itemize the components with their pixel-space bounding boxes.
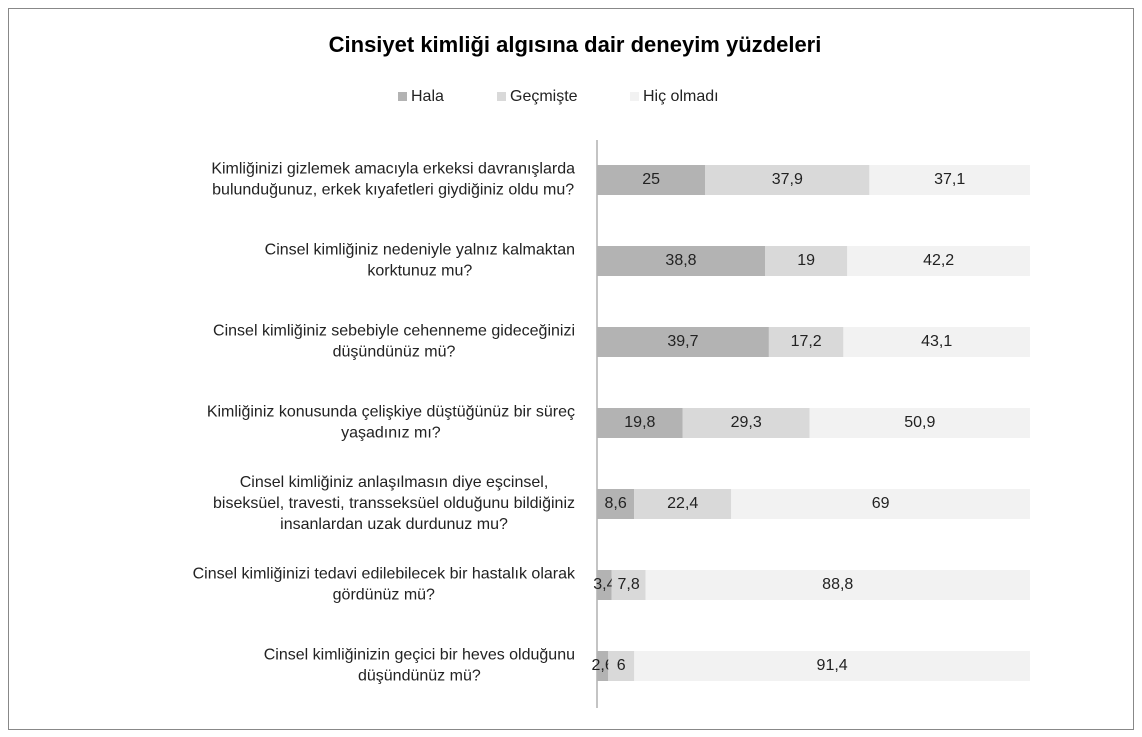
- value-label: 39,7: [667, 333, 698, 350]
- category-label: yaşadınız mı?: [341, 425, 441, 442]
- bar-segment: [634, 489, 732, 519]
- bar-segment: [682, 408, 810, 438]
- bar-segment: [768, 327, 844, 357]
- value-label: 91,4: [817, 657, 848, 674]
- bar-segment: [597, 570, 612, 600]
- bar-segment: [847, 246, 1030, 276]
- bar-segment: [608, 651, 635, 681]
- value-label: 7,8: [617, 576, 639, 593]
- value-label: 50,9: [904, 414, 935, 431]
- bar-segment: [731, 489, 1030, 519]
- category-label: Cinsel kimliğiniz nedeniyle yalnız kalma…: [265, 242, 575, 259]
- bar-segment: [809, 408, 1030, 438]
- category-label: düşündünüz mü?: [358, 668, 481, 685]
- bar-segment: [611, 570, 646, 600]
- value-label: 6: [617, 657, 626, 674]
- value-label: 19: [797, 252, 815, 269]
- bar-segment: [705, 165, 870, 195]
- bar-segment: [597, 246, 766, 276]
- category-label: biseksüel, travesti, transseksüel olduğu…: [213, 495, 575, 512]
- value-label: 22,4: [667, 495, 698, 512]
- legend-label: Geçmişte: [510, 88, 578, 105]
- category-label: Cinsel kimliğinizi tedavi edilebilecek b…: [193, 566, 576, 583]
- bar-segment: [765, 246, 848, 276]
- value-label: 25: [642, 171, 660, 188]
- bar-segment: [597, 327, 769, 357]
- bar-segment: [597, 489, 635, 519]
- legend-label: Hala: [411, 88, 444, 105]
- value-label: 17,2: [791, 333, 822, 350]
- category-label: insanlardan uzak durdunuz mu?: [280, 516, 508, 533]
- category-label: Cinsel kimliğiniz anlaşılmasın diye eşci…: [240, 474, 549, 491]
- value-label: 88,8: [822, 576, 853, 593]
- category-label: Kimliğinizi gizlemek amacıyla erkeksi da…: [211, 161, 575, 178]
- category-label: bulunduğunuz, erkek kıyafetleri giydiğin…: [212, 182, 574, 199]
- category-label: Kimliğiniz konusunda çelişkiye düştüğünü…: [207, 404, 575, 421]
- bar-segment: [597, 651, 609, 681]
- legend-swatch: [398, 92, 407, 101]
- value-label: 37,9: [772, 171, 803, 188]
- value-label: 8,6: [604, 495, 626, 512]
- category-label: gördünüz mü?: [333, 587, 435, 604]
- value-label: 38,8: [665, 252, 696, 269]
- bar-segment: [645, 570, 1030, 600]
- value-label: 42,2: [923, 252, 954, 269]
- chart-frame: [8, 8, 1134, 730]
- value-label: 43,1: [921, 333, 952, 350]
- value-label: 69: [872, 495, 890, 512]
- value-label: 37,1: [934, 171, 965, 188]
- bar-segment: [597, 408, 683, 438]
- category-label: düşündünüz mü?: [333, 344, 456, 361]
- legend-label: Hiç olmadı: [643, 88, 719, 105]
- legend-swatch: [497, 92, 506, 101]
- bar-segment: [634, 651, 1030, 681]
- value-label: 19,8: [624, 414, 655, 431]
- category-label: Cinsel kimliğiniz sebebiyle cehenneme gi…: [213, 323, 575, 340]
- category-label: Cinsel kimliğinizin geçici bir heves old…: [264, 647, 575, 664]
- value-label: 3,4: [593, 576, 615, 593]
- bar-segment: [843, 327, 1030, 357]
- chart-title: Cinsiyet kimliği algısına dair deneyim y…: [329, 32, 822, 57]
- category-label: korktunuz mu?: [367, 263, 472, 280]
- bar-segment: [869, 165, 1030, 195]
- value-label: 29,3: [731, 414, 762, 431]
- legend-swatch: [630, 92, 639, 101]
- bar-segment: [597, 165, 706, 195]
